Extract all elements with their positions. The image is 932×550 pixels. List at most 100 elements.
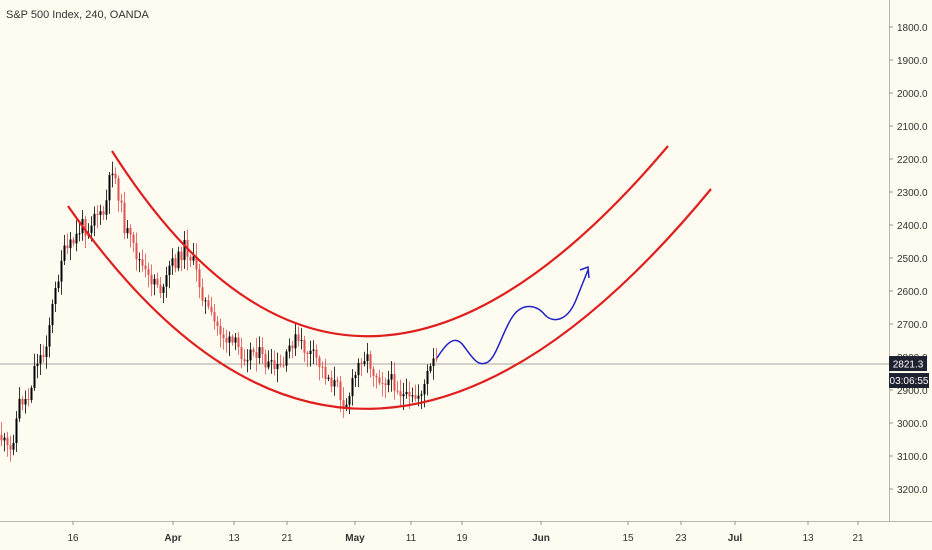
candle-body xyxy=(54,288,57,304)
candle-body xyxy=(300,340,303,342)
candle-body xyxy=(174,258,177,269)
candle-body xyxy=(426,370,429,384)
channel-upper-curve xyxy=(111,145,669,338)
candle-body xyxy=(105,200,108,215)
candle-body xyxy=(405,391,408,395)
candle-body xyxy=(66,245,69,249)
candle-body xyxy=(162,286,165,293)
candle-body xyxy=(144,265,147,270)
candle-body xyxy=(414,395,417,399)
candle-body xyxy=(99,211,102,216)
channel-lower-curve xyxy=(67,188,712,410)
candle-body xyxy=(201,287,204,301)
candle-body xyxy=(396,390,399,392)
candle-body xyxy=(423,383,426,395)
y-tick-label: 2900.0 xyxy=(897,386,928,397)
candle-body xyxy=(183,239,186,261)
candle-body xyxy=(234,337,237,343)
candle-body xyxy=(192,256,195,261)
candle-body xyxy=(231,336,234,343)
candle-body xyxy=(288,345,291,352)
candle-body xyxy=(204,300,207,302)
candle-body xyxy=(381,383,384,385)
candle-body xyxy=(279,363,282,366)
candle-body xyxy=(24,399,27,405)
candle-body xyxy=(141,259,144,266)
y-tick-label: 2600.0 xyxy=(897,287,928,298)
x-tick-label: Jun xyxy=(532,533,550,544)
candle-body xyxy=(276,363,279,370)
y-tick-label: 3000.0 xyxy=(897,419,928,430)
y-tick-label: 1800.0 xyxy=(897,23,928,34)
y-tick-label: 2500.0 xyxy=(897,254,928,265)
y-tick-label: 2000.0 xyxy=(897,89,928,100)
candle-body xyxy=(261,347,264,355)
y-tick-label: 3100.0 xyxy=(897,452,928,463)
candle-body xyxy=(240,346,243,360)
candle-body xyxy=(132,234,135,243)
candle-body xyxy=(189,256,192,261)
candle-body xyxy=(273,360,276,370)
candle-body xyxy=(57,281,60,289)
candle-body xyxy=(399,391,402,397)
x-tick-label: 21 xyxy=(852,533,864,544)
candle-body xyxy=(114,173,117,179)
candle-body xyxy=(318,357,321,367)
candle-body xyxy=(12,442,15,450)
candle-body xyxy=(366,354,369,362)
candle-body xyxy=(354,375,357,379)
candle-body xyxy=(378,377,381,384)
candle-body xyxy=(312,349,315,351)
candle-body xyxy=(39,355,42,364)
x-tick-label: 15 xyxy=(622,533,634,544)
candle-body xyxy=(249,349,252,361)
x-tick-label: 23 xyxy=(675,533,687,544)
candle-body xyxy=(102,211,105,215)
candle-body xyxy=(345,404,348,409)
candle-body xyxy=(135,242,138,260)
candle-body xyxy=(84,219,87,236)
candle-body xyxy=(411,395,414,397)
candle-body xyxy=(309,350,312,355)
x-tick-label: 21 xyxy=(281,533,293,544)
candle-body xyxy=(96,213,99,216)
candle-body xyxy=(327,377,330,379)
candle-body xyxy=(402,394,405,397)
candle-body xyxy=(246,360,249,362)
candle-body xyxy=(228,336,231,343)
candle-body xyxy=(33,366,36,388)
candle-body xyxy=(63,245,66,261)
candle-body xyxy=(3,437,6,441)
candle-body xyxy=(150,274,153,285)
projection-arrowhead xyxy=(579,265,590,279)
candle-body xyxy=(333,380,336,387)
candle-body xyxy=(210,306,213,312)
candle-body xyxy=(291,345,294,349)
countdown-box xyxy=(889,373,929,389)
candle-body xyxy=(360,362,363,364)
candle-body xyxy=(27,399,30,401)
candle-body xyxy=(120,200,123,203)
candle-body xyxy=(306,352,309,355)
candle-body xyxy=(330,377,333,387)
x-tick-label: May xyxy=(345,533,365,544)
candle-body xyxy=(303,340,306,353)
candle-body xyxy=(408,391,411,397)
candle-body xyxy=(270,360,273,362)
candle-body xyxy=(387,379,390,386)
candle-body xyxy=(18,398,21,419)
candle-body xyxy=(156,278,159,285)
x-tick-label: 19 xyxy=(456,533,468,544)
candle-body xyxy=(93,213,96,226)
candle-body xyxy=(213,311,216,322)
candle-body xyxy=(60,260,63,282)
candle-body xyxy=(180,251,183,261)
candle-body xyxy=(285,351,288,366)
candle-body xyxy=(15,418,18,443)
candle-body xyxy=(195,256,198,270)
candle-body xyxy=(165,275,168,287)
candle-body xyxy=(171,258,174,266)
x-tick-label: Jul xyxy=(728,533,743,544)
